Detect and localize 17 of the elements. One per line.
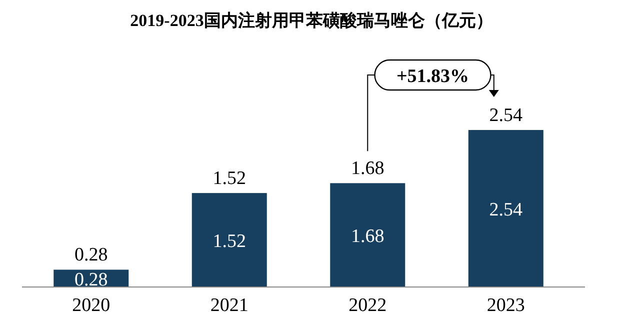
annotation: 1.68 bbox=[351, 226, 384, 248]
bar bbox=[192, 193, 267, 287]
text: +51.83% bbox=[396, 66, 470, 87]
x-tick-label: 2022 bbox=[348, 295, 387, 316]
data-label: 1.68 bbox=[351, 158, 384, 180]
annotation: 1.52 bbox=[212, 231, 246, 252]
x-tick-label: 2020 bbox=[72, 295, 110, 316]
data-label: 1.52 bbox=[212, 168, 246, 190]
bar bbox=[330, 183, 406, 287]
annotation: 2.54 bbox=[489, 200, 523, 220]
data-label: 2.54 bbox=[489, 105, 523, 126]
bar bbox=[468, 130, 544, 287]
x-tick-label: 2021 bbox=[210, 295, 248, 316]
data-label: 0.28 bbox=[74, 269, 108, 290]
x-tick-label: 2023 bbox=[486, 295, 525, 316]
annotation: 0.28 bbox=[74, 244, 108, 266]
chart-title: 2019-2023国内注射用甲苯磺酸瑞马唑仑（亿元） bbox=[130, 11, 493, 30]
